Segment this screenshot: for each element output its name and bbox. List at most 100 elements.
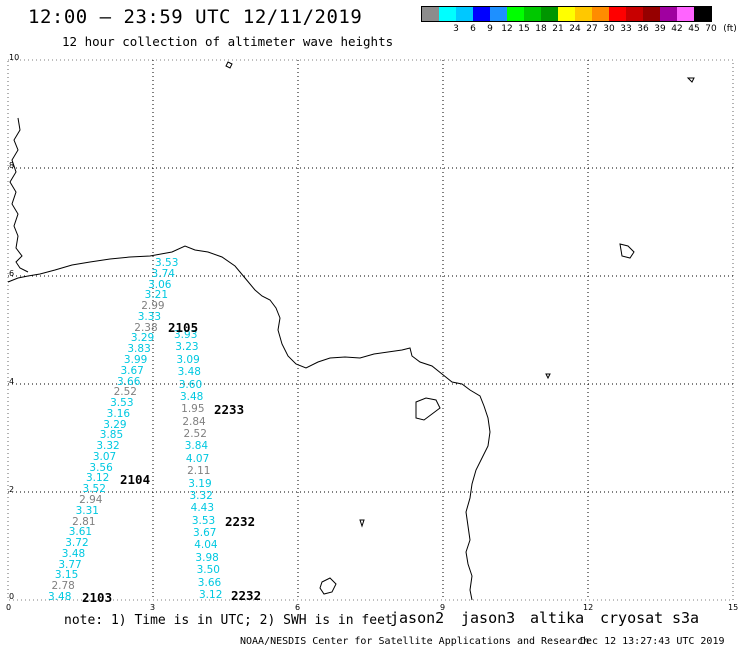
lat-label-10: 10 <box>9 53 20 62</box>
lon-label-15: 15 <box>728 603 739 612</box>
legend-label: 9 <box>487 24 493 34</box>
swh-value: 3.93 <box>174 329 198 341</box>
satellite-s3a: s3a <box>672 609 700 627</box>
legend-label: 30 <box>603 24 615 34</box>
swh-value: 3.32 <box>96 440 120 453</box>
credit-line: NOAA/NESDIS Center for Satellite Applica… <box>240 636 590 647</box>
swh-value: 1.95 <box>181 403 205 416</box>
swh-value: 2.94 <box>79 494 103 507</box>
satellite-cryosat: cryosat <box>600 609 664 627</box>
map-frame <box>7 59 734 601</box>
legend-swatch <box>456 7 473 21</box>
swh-value: 2.38 <box>134 321 158 334</box>
swh-value: 3.67 <box>193 527 217 540</box>
swh-value: 3.29 <box>130 332 155 345</box>
swh-value: 3.99 <box>123 353 148 366</box>
pass-label: 2232 <box>231 588 262 603</box>
pass-label: 2233 <box>214 402 245 417</box>
swh-value: 3.67 <box>120 364 144 377</box>
swh-value: 3.32 <box>189 489 213 502</box>
swh-value: 3.60 <box>178 378 203 391</box>
swh-value: 3.77 <box>58 558 82 571</box>
swh-value: 3.09 <box>176 353 200 366</box>
swh-value: 2.11 <box>187 465 211 478</box>
legend-label: 45 <box>688 24 700 34</box>
swh-value: 4.07 <box>185 452 210 465</box>
graticule <box>8 60 733 600</box>
legend-label: 27 <box>586 24 598 34</box>
swh-value: 3.12 <box>85 472 110 485</box>
swh-value: 2.52 <box>113 386 137 399</box>
swh-value: 2.52 <box>183 428 207 441</box>
swh-value: 3.53 <box>155 257 179 269</box>
swh-value: 3.33 <box>137 310 162 323</box>
swh-value: 3.85 <box>99 429 124 442</box>
legend-label: 18 <box>535 24 547 34</box>
swh-value: 3.48 <box>179 390 204 403</box>
legend-swatch <box>541 7 558 21</box>
legend-label: 33 <box>620 24 632 34</box>
lat-label-8: 8 <box>9 161 15 170</box>
swh-value: 2.84 <box>182 415 206 428</box>
swh-value: 3.66 <box>197 576 222 589</box>
legend-swatch <box>592 7 609 21</box>
legend-color-bar <box>421 6 712 22</box>
legend-swatch <box>524 7 541 21</box>
swh-value: 3.31 <box>75 504 99 517</box>
lon-label-9: 9 <box>440 603 446 612</box>
swh-value: 2.99 <box>141 300 165 313</box>
legend-label: 36 <box>637 24 649 34</box>
legend-swatch <box>643 7 660 21</box>
swh-value: 2.81 <box>72 515 96 528</box>
swh-value: 3.56 <box>89 461 113 474</box>
swh-value: 3.61 <box>68 526 93 539</box>
legend-swatch <box>694 7 711 21</box>
pass-label: 2103 <box>82 590 113 605</box>
swh-value: 4.43 <box>190 502 215 515</box>
legend-swatch <box>558 7 575 21</box>
legend-swatch <box>507 7 524 21</box>
legend-label: 21 <box>552 24 564 34</box>
swh-value: 3.66 <box>117 375 141 388</box>
lon-label-6: 6 <box>295 603 301 612</box>
swh-value: 3.74 <box>151 267 175 280</box>
legend-unit: (ft) <box>723 24 737 34</box>
pass-label: 2232 <box>225 514 256 529</box>
legend-label: 42 <box>671 24 683 34</box>
swh-value: 3.53 <box>110 397 134 410</box>
swh-value: 3.83 <box>127 343 151 356</box>
swh-value: 3.23 <box>175 341 199 354</box>
footer-note: note: 1) Time is in UTC; 2) SWH is in fe… <box>64 613 393 628</box>
legend-swatch <box>439 7 456 21</box>
swh-value: 3.48 <box>48 591 72 603</box>
swh-value: 3.53 <box>191 514 216 527</box>
swh-value: 3.19 <box>188 477 212 490</box>
legend-swatch <box>473 7 490 21</box>
wave-height-legend: 3 6 9 12 15 18 21 24 27 30 33 36 39 42 45 70 (ft) <box>421 6 737 34</box>
legend-label: 39 <box>654 24 666 34</box>
swh-value: 3.29 <box>103 418 127 431</box>
legend-tick-labels: 3 6 9 12 15 18 21 24 27 30 33 36 39 42 45 70 (ft) <box>421 22 737 34</box>
swh-value: 3.07 <box>92 450 117 463</box>
legend-swatch <box>490 7 507 21</box>
swh-value: 4.04 <box>194 539 218 552</box>
swh-value: 3.48 <box>177 366 201 379</box>
map-subtitle: 12 hour collection of altimeter wave hei… <box>62 34 394 49</box>
swh-value: 3.21 <box>144 289 169 302</box>
lat-label-2: 2 <box>9 485 15 494</box>
pass-label: 2105 <box>168 320 199 335</box>
satellite-jason2: jason2 <box>390 609 445 627</box>
lon-label-3: 3 <box>150 603 156 612</box>
map-title: 12:00 – 23:59 UTC 12/11/2019 <box>28 6 363 28</box>
legend-label: 3 <box>453 24 459 34</box>
satellite-altika: altika <box>530 609 585 627</box>
legend-swatch <box>422 7 439 21</box>
swh-value: 3.98 <box>195 551 219 564</box>
swh-value: 3.52 <box>82 483 106 496</box>
lon-label-12: 12 <box>583 603 594 612</box>
coastline <box>7 61 695 601</box>
legend-swatch <box>575 7 592 21</box>
generated-timestamp: Dec 12 13:27:43 UTC 2019 <box>580 636 725 647</box>
legend-swatch <box>677 7 694 21</box>
